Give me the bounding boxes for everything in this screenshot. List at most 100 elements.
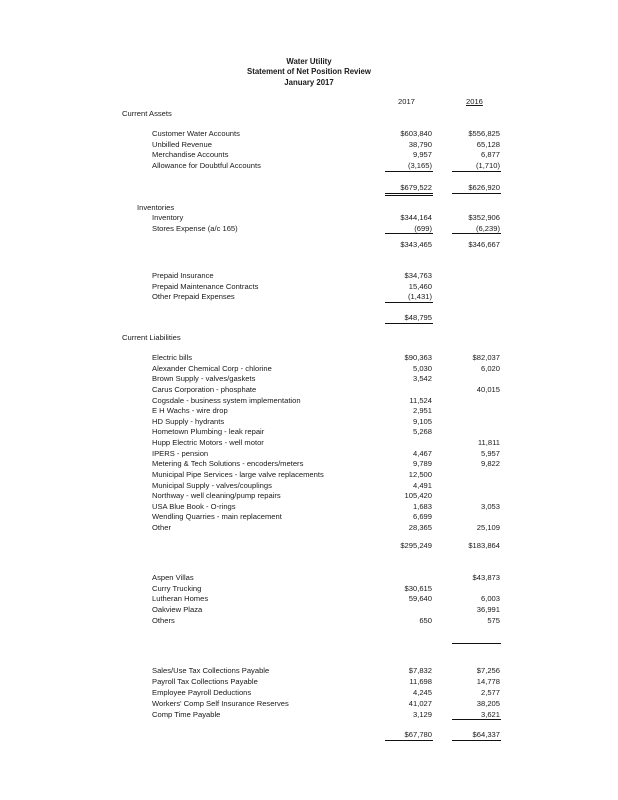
line-item-label: Allowance for Doubtful Accounts: [152, 161, 261, 171]
value-2016: $556,825: [468, 129, 500, 138]
value-2017: (3,165): [407, 161, 432, 171]
line-item-label: Northway - well cleaning/pump repairs: [152, 491, 281, 501]
value-2017: 9,957: [412, 150, 432, 160]
value-2017: 28,365: [408, 523, 432, 533]
line-item-label: Wendling Quarries - main replacement: [152, 512, 282, 522]
value-2016: 3,621: [480, 709, 500, 719]
line-item-label: Municipal Pipe Services - large valve re…: [152, 469, 324, 479]
value-2017: 3,129: [412, 709, 432, 719]
line-item-label: Unbilled Revenue: [152, 139, 212, 149]
heading-inventories: Inventories: [137, 203, 175, 212]
line-item-label: USA Blue Book - O-rings: [152, 501, 236, 511]
value-2017: 6,699: [412, 512, 432, 522]
section-total-2017: $48,795: [404, 313, 432, 322]
value-2017: 5,268: [412, 427, 432, 437]
column-header-2016: 2016: [466, 97, 483, 106]
rule-line: [385, 192, 433, 196]
line-item-label: Prepaid Insurance: [152, 271, 214, 280]
value-2017: 11,698: [409, 676, 432, 686]
line-item-label: IPERS - pension: [152, 448, 209, 458]
value-2016: 40,015: [476, 384, 500, 394]
value-2016: $43,873: [472, 573, 500, 582]
line-item-label: Cogsdale - business system implementatio…: [152, 395, 301, 405]
value-2016: 38,205: [476, 698, 500, 708]
value-2017: 5,030: [412, 363, 432, 373]
value-2017: 9,789: [412, 459, 432, 469]
value-2017: $30,615: [404, 583, 432, 593]
value-2017: 4,245: [412, 687, 432, 697]
heading-current-liabilities: Current Liabilities: [122, 333, 181, 342]
rule-line: [385, 322, 433, 324]
value-2016: 11,811: [477, 438, 500, 448]
line-item-label: Carus Corporation - phosphate: [152, 384, 257, 394]
value-2017: 38,790: [408, 139, 432, 149]
value-2016: $7,256: [476, 666, 500, 675]
value-2017: 2,951: [412, 406, 432, 416]
section-total-2017: $343,465: [400, 240, 432, 249]
line-item-label: Comp Time Payable: [152, 709, 221, 719]
value-2017: 1,683: [412, 501, 432, 511]
line-item-label: Sales/Use Tax Collections Payable: [152, 666, 270, 675]
line-item-label: Municipal Supply - valves/couplings: [152, 480, 272, 490]
section-total-2016: $346,667: [468, 240, 500, 249]
section-total-2017: $679,522: [400, 183, 432, 192]
value-2016: 575: [487, 615, 500, 625]
line-item-label: Inventory: [152, 213, 184, 222]
value-2017: $90,363: [404, 353, 432, 362]
section-total-2017: $67,780: [404, 730, 432, 739]
line-item-label: Aspen Villas: [152, 573, 194, 582]
section-total-2017: $295,249: [400, 541, 432, 550]
value-2017: 105,420: [404, 491, 432, 501]
line-item-label: Merchandise Accounts: [152, 150, 229, 160]
section-total-2016: $64,337: [472, 730, 500, 739]
value-2017: 4,491: [412, 480, 432, 490]
value-2017: 650: [419, 615, 432, 625]
column-header-2017: 2017: [398, 97, 415, 106]
line-item-label: Hupp Electric Motors - well motor: [152, 438, 264, 448]
value-2016: 3,053: [480, 501, 500, 511]
value-2017: $7,832: [408, 666, 432, 675]
rule-line: [452, 192, 501, 194]
rule-line: [385, 170, 433, 172]
value-2016: (6,239): [475, 223, 500, 233]
value-2016: $352,906: [468, 213, 500, 222]
rule-line: [452, 233, 501, 235]
line-item-label: Employee Payroll Deductions: [152, 687, 252, 697]
value-2017: 12,500: [408, 469, 432, 479]
section-total-2016: $183,864: [468, 541, 500, 550]
line-item-label: Lutheran Homes: [152, 594, 209, 604]
section-total-2016: $626,920: [468, 183, 500, 192]
line-item-label: Hometown Plumbing - leak repair: [152, 427, 265, 437]
period: January 2017: [284, 78, 334, 87]
rule-line: [385, 301, 433, 303]
value-2017: 3,542: [412, 374, 432, 384]
value-2016: 25,109: [476, 523, 500, 533]
line-item-label: E H Wachs - wire drop: [152, 406, 228, 416]
line-item-label: Oakview Plaza: [152, 605, 203, 615]
value-2017: 11,524: [409, 395, 432, 405]
line-item-label: Stores Expense (a/c 165): [152, 223, 238, 233]
value-2016: (1,710): [475, 161, 500, 171]
rule-line: [452, 739, 501, 741]
value-2016: 65,128: [476, 139, 500, 149]
rule-line: [385, 739, 433, 741]
value-2016: 36,991: [476, 605, 500, 615]
value-2017: (1,431): [407, 292, 432, 301]
line-item-label: Payroll Tax Collections Payable: [152, 676, 258, 686]
line-item-label: Electric bills: [152, 353, 193, 362]
value-2017: 9,105: [412, 416, 432, 426]
rule-line: [452, 719, 501, 721]
rule-line: [452, 170, 501, 172]
line-item-label: Metering & Tech Solutions - encoders/met…: [152, 459, 304, 469]
value-2017: 15,460: [408, 281, 432, 291]
value-2016: 6,020: [480, 363, 500, 373]
value-2017: $34,763: [404, 271, 432, 280]
line-item-label: Others: [152, 615, 175, 625]
value-2017: (699): [414, 223, 432, 233]
line-item-label: Other: [152, 523, 171, 533]
line-item-label: Customer Water Accounts: [152, 129, 240, 138]
line-item-label: Brown Supply - valves/gaskets: [152, 374, 256, 384]
line-item-label: Alexander Chemical Corp - chlorine: [152, 363, 272, 373]
value-2017: $344,164: [400, 213, 432, 222]
line-item-label: Workers' Comp Self Insurance Reserves: [152, 698, 289, 708]
